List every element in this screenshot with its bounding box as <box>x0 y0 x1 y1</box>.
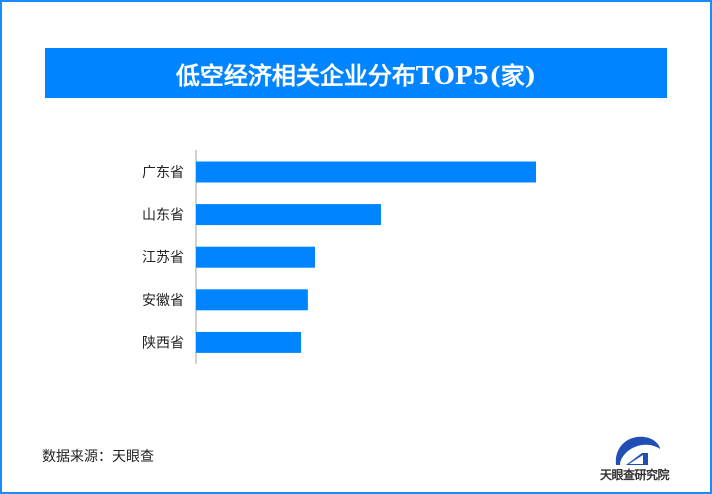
category-label: 广东省 <box>142 165 184 181</box>
bar-4 <box>196 331 302 353</box>
category-label: 安徽省 <box>142 293 184 309</box>
bar-0 <box>196 161 536 183</box>
category-label: 陕西省 <box>142 335 184 351</box>
chart-title: 低空经济相关企业分布TOP5(家) <box>45 48 667 98</box>
bar-1 <box>196 204 381 226</box>
bar-2 <box>196 246 315 268</box>
bar-3 <box>196 289 308 311</box>
category-label: 江苏省 <box>142 250 184 266</box>
category-label: 山东省 <box>142 208 184 224</box>
source-note: 数据来源：天眼查 <box>42 449 154 465</box>
logo-text: 天眼查研究院 <box>600 468 670 482</box>
tianyancha-logo-icon <box>615 436 660 465</box>
